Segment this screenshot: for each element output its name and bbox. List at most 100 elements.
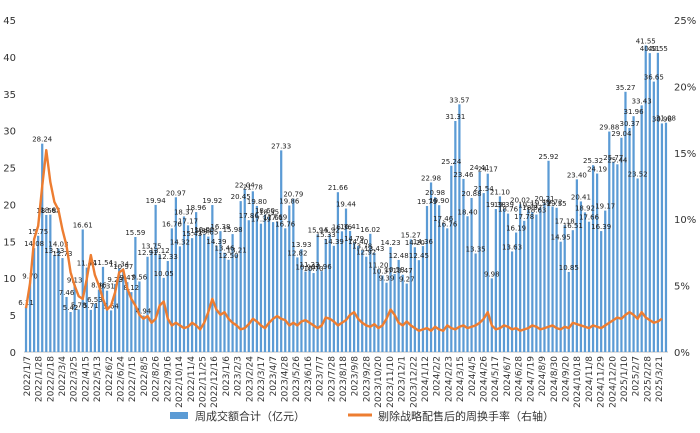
x-tick-label: 2022/6/2	[105, 356, 115, 396]
bar-value-label: 9.98	[484, 270, 500, 278]
x-tick-label: 2023/6/16	[304, 356, 314, 402]
bar-value-label: 21.54	[474, 185, 495, 193]
x-tick-label: 2023/12/22	[409, 356, 419, 408]
x-tick-label: 2023/11/10	[386, 356, 396, 408]
y-right-tick-label: 15%	[674, 149, 696, 160]
bar	[93, 303, 96, 352]
bar-value-label: 19.86	[279, 197, 300, 205]
bar	[332, 245, 335, 352]
x-tick-label: 2022/8/5	[140, 356, 150, 396]
bar-value-label: 18.92	[575, 204, 595, 212]
bar-value-label: 22.04	[235, 181, 256, 189]
bar	[596, 173, 599, 352]
bar	[259, 223, 263, 352]
bar	[300, 249, 303, 352]
bar-value-label: 17.86	[239, 212, 260, 220]
bar	[37, 235, 40, 352]
x-tick-label: 2024/1/12	[421, 356, 431, 402]
x-tick-label: 2023/9/28	[362, 356, 372, 402]
bar-value-label: 8.31	[99, 283, 115, 291]
x-tick-label: 2022/2/18	[46, 356, 56, 402]
bar-value-label: 11.54	[93, 259, 114, 267]
bar	[61, 258, 64, 352]
bar-value-label: 17.39	[251, 216, 271, 224]
bar	[304, 271, 307, 352]
bar	[498, 196, 502, 352]
bar	[247, 220, 250, 352]
bar-value-label: 18.60	[255, 207, 275, 215]
bar	[486, 173, 489, 352]
bar	[320, 271, 323, 352]
bar-value-label: 17.17	[178, 217, 198, 225]
x-tick-label: 2022/1/28	[35, 356, 45, 402]
bar	[45, 214, 48, 352]
legend-bar-swatch	[170, 412, 188, 419]
y-left-tick-label: 30	[3, 127, 16, 138]
bar	[182, 216, 186, 352]
bar-value-label: 15.98	[223, 226, 243, 234]
x-tick-label: 2023/9/8	[351, 356, 361, 397]
bar-value-label: 9.47	[119, 274, 135, 282]
bar	[405, 283, 408, 352]
bar-value-label: 10.90	[295, 264, 315, 272]
bar-value-label: 10.58	[385, 266, 405, 274]
x-tick-label: 2022/8/26	[152, 356, 162, 402]
bar	[211, 205, 214, 352]
bar-value-label: 5.42	[63, 304, 79, 312]
line-series	[24, 148, 663, 332]
bar-value-label: 25.77	[603, 154, 623, 162]
bar-value-label: 15.94	[308, 226, 329, 234]
bar	[555, 207, 558, 352]
bar	[373, 252, 376, 352]
bar-value-label: 19.90	[429, 197, 449, 205]
y-right-tick-label: 20%	[674, 82, 696, 93]
bar	[288, 205, 291, 352]
bar	[628, 127, 631, 352]
bar	[126, 282, 129, 352]
bar-value-label: 14.95	[551, 234, 571, 242]
bar	[636, 178, 639, 352]
bar	[425, 205, 429, 352]
bar-value-label: 23.46	[453, 171, 474, 179]
bar	[539, 207, 542, 352]
bar-value-label: 14.20	[405, 239, 425, 247]
bar	[89, 309, 92, 352]
x-tick-label: 2024/9/20	[561, 356, 571, 402]
bar	[130, 292, 133, 352]
bar-value-label: 20.45	[231, 193, 251, 201]
bar	[640, 105, 643, 352]
x-tick-label: 2024/6/7	[503, 356, 513, 396]
bar-value-label: 17.46	[433, 215, 454, 223]
x-axis-ticks: 2022/1/7 2022/1/28 2022/2/18 2022/3/4 2022/3…	[23, 356, 665, 408]
legend-line-label: 剔除战略配售后的周换手率（右轴）	[378, 409, 554, 423]
bar-value-label: 18.76	[498, 206, 519, 214]
bar-value-label: 12.92	[356, 249, 376, 257]
bar-value-label: 20.21	[534, 195, 554, 203]
bar-value-label: 28.24	[32, 136, 53, 144]
bar	[604, 210, 607, 352]
bar	[474, 253, 477, 352]
bar-value-label: 17.18	[555, 217, 575, 225]
bar	[377, 269, 380, 352]
bar	[515, 232, 518, 352]
y-left-tick-label: 0	[10, 348, 16, 359]
y-left-tick-label: 35	[3, 90, 16, 101]
bar	[531, 212, 534, 352]
bar-value-label: 10.05	[154, 270, 174, 278]
bar-value-label: 12.45	[409, 252, 429, 260]
y-right-tick-label: 0%	[674, 348, 690, 359]
bar-value-label: 24.19	[587, 166, 607, 174]
bar-value-label: 24.17	[478, 166, 498, 174]
x-tick-label: 2024/5/17	[491, 356, 501, 402]
x-tick-label: 2022/4/15	[81, 356, 91, 402]
bar	[162, 277, 165, 352]
bar	[506, 213, 510, 352]
bar	[579, 201, 583, 352]
x-tick-label: 2024/3/15	[456, 356, 466, 402]
bar	[547, 160, 550, 352]
bar-value-label: 40.51	[640, 45, 660, 53]
x-tick-label: 2024/8/30	[550, 356, 560, 402]
bar	[348, 230, 352, 352]
bar-value-label: 12.50	[219, 252, 239, 260]
